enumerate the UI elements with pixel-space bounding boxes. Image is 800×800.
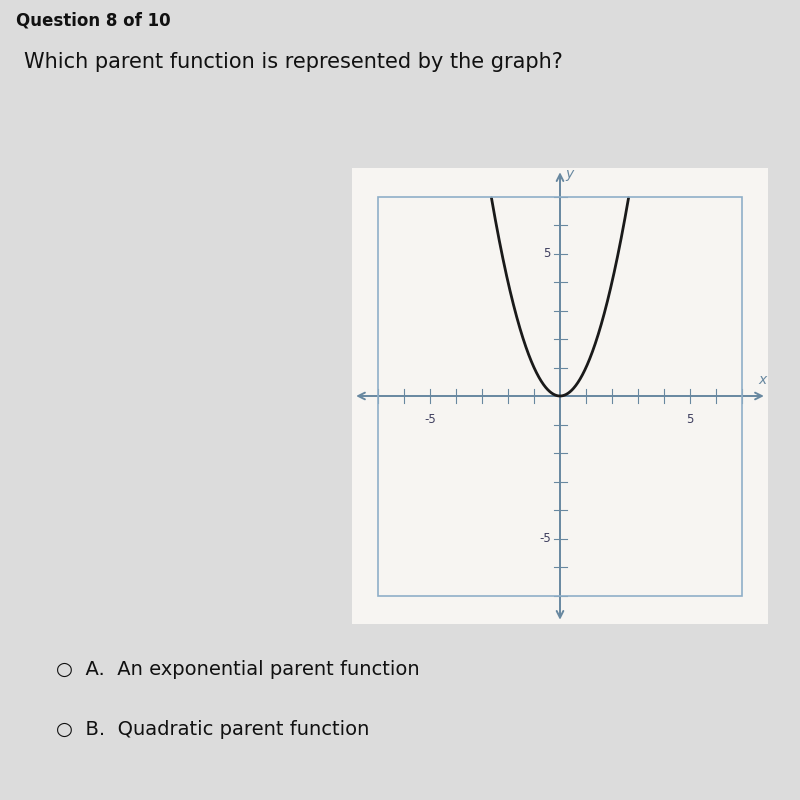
Text: 5: 5 xyxy=(686,413,694,426)
Text: y: y xyxy=(565,166,574,181)
Bar xyxy=(378,197,742,595)
Text: 5: 5 xyxy=(543,247,551,260)
Text: Which parent function is represented by the graph?: Which parent function is represented by … xyxy=(24,52,563,72)
Text: -5: -5 xyxy=(424,413,436,426)
Text: x: x xyxy=(758,374,767,387)
Text: -5: -5 xyxy=(539,532,551,545)
Text: ○  A.  An exponential parent function: ○ A. An exponential parent function xyxy=(56,660,420,679)
Text: Question 8 of 10: Question 8 of 10 xyxy=(16,12,170,30)
Text: ○  B.  Quadratic parent function: ○ B. Quadratic parent function xyxy=(56,720,370,739)
